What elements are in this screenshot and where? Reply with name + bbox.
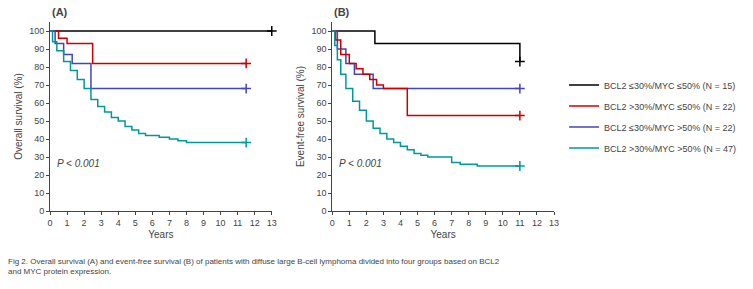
svg-text:6: 6 [150,218,155,228]
svg-text:2: 2 [82,218,87,228]
svg-text:8: 8 [184,218,189,228]
svg-text:20: 20 [316,170,326,180]
svg-text:6: 6 [432,218,437,228]
svg-text:40: 40 [34,134,44,144]
svg-text:5: 5 [415,218,420,228]
svg-text:BCL2 ≤30%/MYC ≤50% (N = 15): BCL2 ≤30%/MYC ≤50% (N = 15) [604,81,735,91]
svg-text:0: 0 [321,206,326,216]
svg-text:50: 50 [316,116,326,126]
svg-text:40: 40 [316,134,326,144]
svg-text:3: 3 [381,218,386,228]
svg-text:BCL2 >30%/MYC ≤50% (N = 22): BCL2 >30%/MYC ≤50% (N = 22) [604,102,736,112]
svg-text:0: 0 [47,218,52,228]
svg-text:80: 80 [34,62,44,72]
svg-text:12: 12 [532,218,542,228]
svg-text:100: 100 [311,26,326,36]
svg-text:(A): (A) [52,6,68,18]
svg-text:13: 13 [549,218,559,228]
svg-text:2: 2 [364,218,369,228]
svg-text:Years: Years [148,229,173,240]
svg-text:60: 60 [34,98,44,108]
svg-text:9: 9 [483,218,488,228]
svg-text:4: 4 [116,218,121,228]
svg-text:0: 0 [330,218,335,228]
svg-text:80: 80 [316,62,326,72]
svg-text:5: 5 [133,218,138,228]
svg-text:1: 1 [347,218,352,228]
svg-text:Years: Years [431,229,456,240]
svg-text:11: 11 [515,218,524,228]
svg-text:10: 10 [498,218,508,228]
svg-text:90: 90 [316,44,326,54]
svg-text:70: 70 [34,80,44,90]
svg-text:9: 9 [201,218,206,228]
svg-text:30: 30 [34,152,44,162]
svg-text:8: 8 [466,218,471,228]
svg-text:1: 1 [65,218,70,228]
svg-text:100: 100 [29,26,44,36]
svg-text:30: 30 [316,152,326,162]
svg-text:Fig 2. Overall survival (A) an: Fig 2. Overall survival (A) and event-fr… [8,257,500,276]
svg-text:Overall survival (%): Overall survival (%) [13,73,24,160]
svg-text:7: 7 [449,218,454,228]
svg-text:10: 10 [216,218,226,228]
svg-text:BCL2 >30%/MYC >50% (N = 47): BCL2 >30%/MYC >50% (N = 47) [604,144,736,154]
svg-text:10: 10 [316,188,326,198]
svg-text:50: 50 [34,116,44,126]
svg-text:11: 11 [233,218,242,228]
svg-text:20: 20 [34,170,44,180]
svg-text:3: 3 [99,218,104,228]
svg-text:90: 90 [34,44,44,54]
svg-text:7: 7 [167,218,172,228]
svg-text:BCL2 ≤30%/MYC >50% (N = 22): BCL2 ≤30%/MYC >50% (N = 22) [604,123,736,133]
svg-text:60: 60 [316,98,326,108]
svg-text:Event-free survival (%): Event-free survival (%) [295,66,306,167]
svg-text:13: 13 [267,218,277,228]
svg-text:70: 70 [316,80,326,90]
svg-text:(B): (B) [334,6,350,18]
svg-text:P < 0.001: P < 0.001 [339,158,382,169]
svg-text:10: 10 [34,188,44,198]
svg-text:12: 12 [250,218,260,228]
svg-text:P < 0.001: P < 0.001 [57,158,100,169]
svg-text:4: 4 [398,218,403,228]
svg-text:0: 0 [39,206,44,216]
